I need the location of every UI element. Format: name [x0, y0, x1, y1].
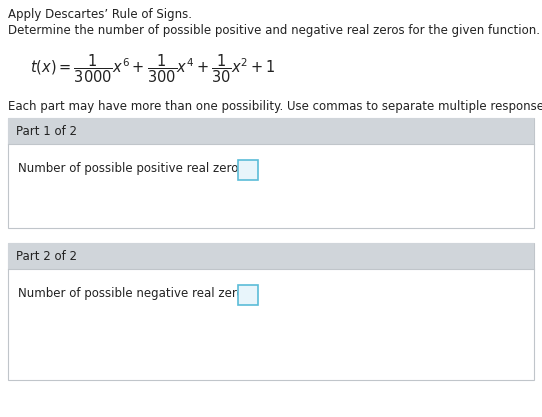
FancyBboxPatch shape [238, 160, 258, 180]
FancyBboxPatch shape [8, 243, 534, 269]
Text: $t(x) = \dfrac{1}{3000}x^6+\dfrac{1}{300}x^4+\dfrac{1}{30}x^2+1$: $t(x) = \dfrac{1}{3000}x^6+\dfrac{1}{300… [30, 52, 276, 85]
Text: Apply Descartes’ Rule of Signs.: Apply Descartes’ Rule of Signs. [8, 8, 192, 21]
FancyBboxPatch shape [8, 243, 534, 380]
FancyBboxPatch shape [8, 118, 534, 228]
Text: Each part may have more than one possibility. Use commas to separate multiple re: Each part may have more than one possibi… [8, 100, 542, 113]
Text: Part 2 of 2: Part 2 of 2 [16, 250, 77, 263]
Text: Determine the number of possible positive and negative real zeros for the given : Determine the number of possible positiv… [8, 24, 540, 37]
Text: Number of possible negative real zeros:: Number of possible negative real zeros: [18, 287, 254, 300]
FancyBboxPatch shape [8, 118, 534, 144]
Text: Part 1 of 2: Part 1 of 2 [16, 125, 77, 138]
FancyBboxPatch shape [238, 285, 258, 305]
Text: Number of possible positive real zeros:: Number of possible positive real zeros: [18, 162, 248, 175]
